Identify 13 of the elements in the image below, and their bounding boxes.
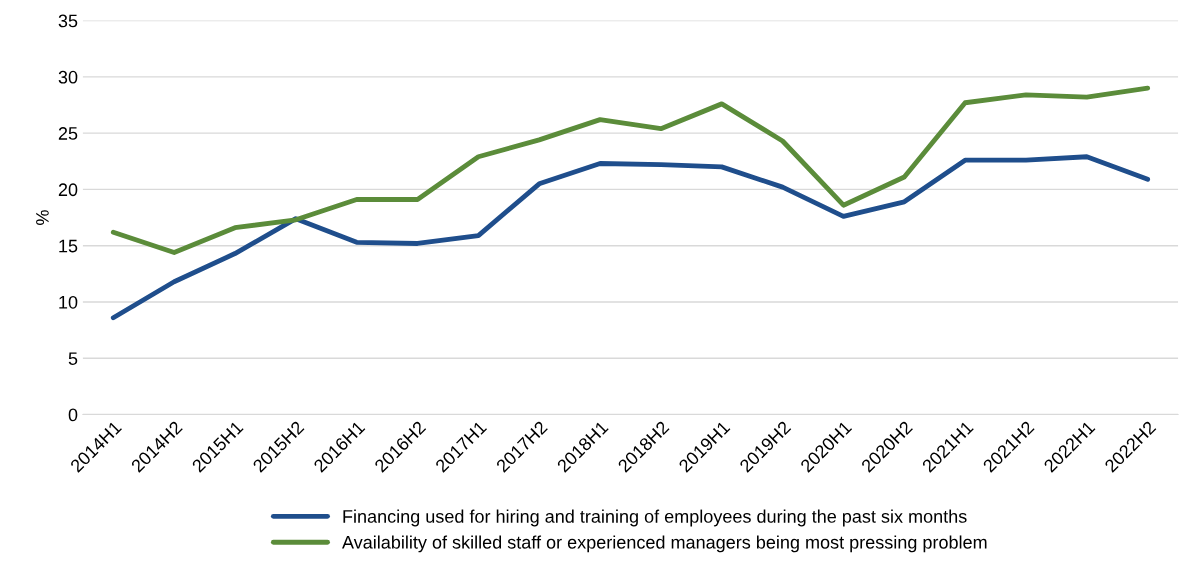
y-tick-label: 35 <box>58 14 78 28</box>
line-series <box>110 154 1151 321</box>
y-axis-title: % <box>36 210 49 225</box>
y-tick-label: 20 <box>58 183 78 197</box>
y-tick-label: 0 <box>68 408 78 422</box>
y-tick-label: 30 <box>58 70 78 84</box>
y-tick-label: 5 <box>68 352 78 365</box>
legend-label: Financing used for hiring and training of employees during the past six months <box>343 509 967 527</box>
line-series <box>110 85 1151 255</box>
y-tick-label: 10 <box>59 295 78 309</box>
legend-label: Availability of skilled staff or experienced managers being most pressing problem <box>342 535 987 553</box>
y-tick-label: 25 <box>58 127 78 140</box>
y-tick-label: 15 <box>59 239 78 253</box>
